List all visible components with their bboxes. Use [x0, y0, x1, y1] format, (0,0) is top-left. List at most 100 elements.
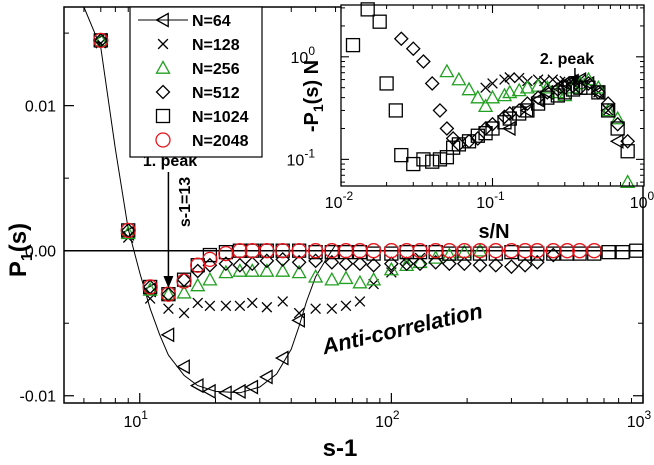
point-n2048	[93, 32, 109, 49]
point-n2048	[176, 273, 192, 289]
inset-point-n256	[620, 174, 636, 188]
point-n256	[244, 263, 260, 277]
point-n64	[189, 377, 204, 394]
x-tick-label: 101	[124, 408, 149, 431]
inset-point-n512	[424, 76, 440, 91]
inset-x-tick-label: 100	[630, 189, 654, 212]
point-n1024	[202, 247, 218, 263]
inset-point-n1024	[406, 156, 421, 172]
inset-series-n1024	[345, 2, 635, 172]
inset-point-n1024	[620, 144, 635, 159]
inset-point-n256	[451, 71, 467, 86]
point-n2048	[441, 243, 458, 259]
inset-point-n512	[405, 41, 421, 57]
point-n256	[275, 263, 291, 277]
inset-point-n1024	[497, 115, 512, 130]
point-n256	[160, 286, 177, 301]
second-peak-arrow	[569, 68, 580, 86]
point-n64	[202, 383, 216, 400]
point-n512	[399, 256, 415, 272]
inset-point-n512	[470, 131, 486, 146]
point-n2048	[559, 243, 575, 259]
point-n64	[244, 379, 259, 395]
inset-point-n256	[610, 110, 626, 125]
legend-item-n512: N=512	[155, 84, 240, 102]
point-n128	[277, 296, 289, 307]
point-n64	[176, 359, 190, 375]
point-n512	[259, 253, 275, 269]
inset-point-n128	[554, 76, 566, 88]
inset-y-axis-title: -P1(s) N	[301, 60, 326, 132]
point-n256	[308, 268, 324, 283]
inset-point-n1024	[372, 14, 387, 29]
point-n512	[412, 256, 428, 272]
point-n2048	[190, 257, 206, 273]
inset-point-n1024	[360, 2, 375, 17]
inset-point-n1024	[601, 103, 616, 118]
point-n512	[441, 256, 457, 272]
inset-point-n1024	[557, 85, 572, 100]
series-n256	[93, 32, 488, 301]
s13-label: s-1=13	[177, 177, 194, 227]
point-n128	[220, 300, 232, 312]
legend-marker-n128	[157, 38, 169, 50]
inset-point-n1024	[591, 85, 606, 100]
inset-point-n256	[461, 81, 477, 96]
inset-point-n512	[620, 133, 636, 149]
legend-label: N=64	[192, 13, 231, 30]
legend-item-n256: N=256	[155, 60, 240, 78]
point-n512	[383, 256, 399, 272]
inset-x-tick-label: 10-2	[325, 189, 354, 212]
point-n256	[202, 271, 218, 286]
point-n64	[218, 385, 232, 401]
point-n1024	[601, 244, 616, 260]
point-n256	[412, 254, 428, 269]
point-n256	[232, 263, 248, 277]
point-n512	[428, 254, 444, 270]
point-n512	[218, 256, 234, 272]
y-tick-label: 0.00	[25, 244, 56, 261]
inset-point-n1024	[388, 103, 403, 118]
legend-marker-n1024	[155, 108, 171, 124]
point-n128	[234, 300, 246, 312]
inset-point-n256	[580, 71, 597, 86]
point-n2048	[120, 222, 136, 239]
point-n2048	[586, 243, 602, 259]
x-tick-label: 103	[627, 408, 652, 431]
point-n256	[324, 271, 340, 286]
inset-point-n1024	[394, 147, 409, 163]
x-tick-label: 102	[375, 408, 400, 431]
inset-point-n512	[530, 90, 546, 106]
inset-point-n256	[470, 89, 486, 104]
point-n256	[259, 263, 275, 277]
inset-point-n128	[513, 72, 525, 84]
point-n256	[338, 270, 354, 285]
x-axis-title: s-1	[323, 435, 358, 460]
point-n128	[246, 297, 258, 309]
inset-y-tick-label: 100	[291, 44, 316, 67]
inset-point-n1024	[610, 121, 625, 136]
inset-point-n128	[499, 74, 510, 85]
inset-point-n64	[609, 133, 624, 149]
inset-y-tick-label: 10-1	[287, 146, 316, 169]
point-n128	[368, 278, 379, 290]
point-n256	[176, 284, 192, 299]
point-n1024	[615, 244, 630, 260]
point-n128	[293, 307, 305, 319]
y-axis-title: P1(s)	[5, 223, 36, 277]
point-n2048	[365, 243, 382, 259]
point-n128	[354, 296, 366, 307]
inset-point-n1024	[565, 82, 581, 97]
legend-label: N=2048	[192, 133, 249, 150]
inset-point-n512	[600, 96, 616, 111]
inset-point-n256	[484, 89, 501, 104]
inset-point-n128	[504, 72, 516, 83]
second-peak-arrowhead	[569, 76, 580, 86]
inset-point-n256	[539, 79, 555, 94]
point-n256	[366, 271, 382, 286]
inset-point-n1024	[502, 111, 517, 126]
inset-point-n256	[519, 79, 536, 94]
point-n512	[366, 257, 382, 273]
point-n256	[218, 264, 234, 279]
